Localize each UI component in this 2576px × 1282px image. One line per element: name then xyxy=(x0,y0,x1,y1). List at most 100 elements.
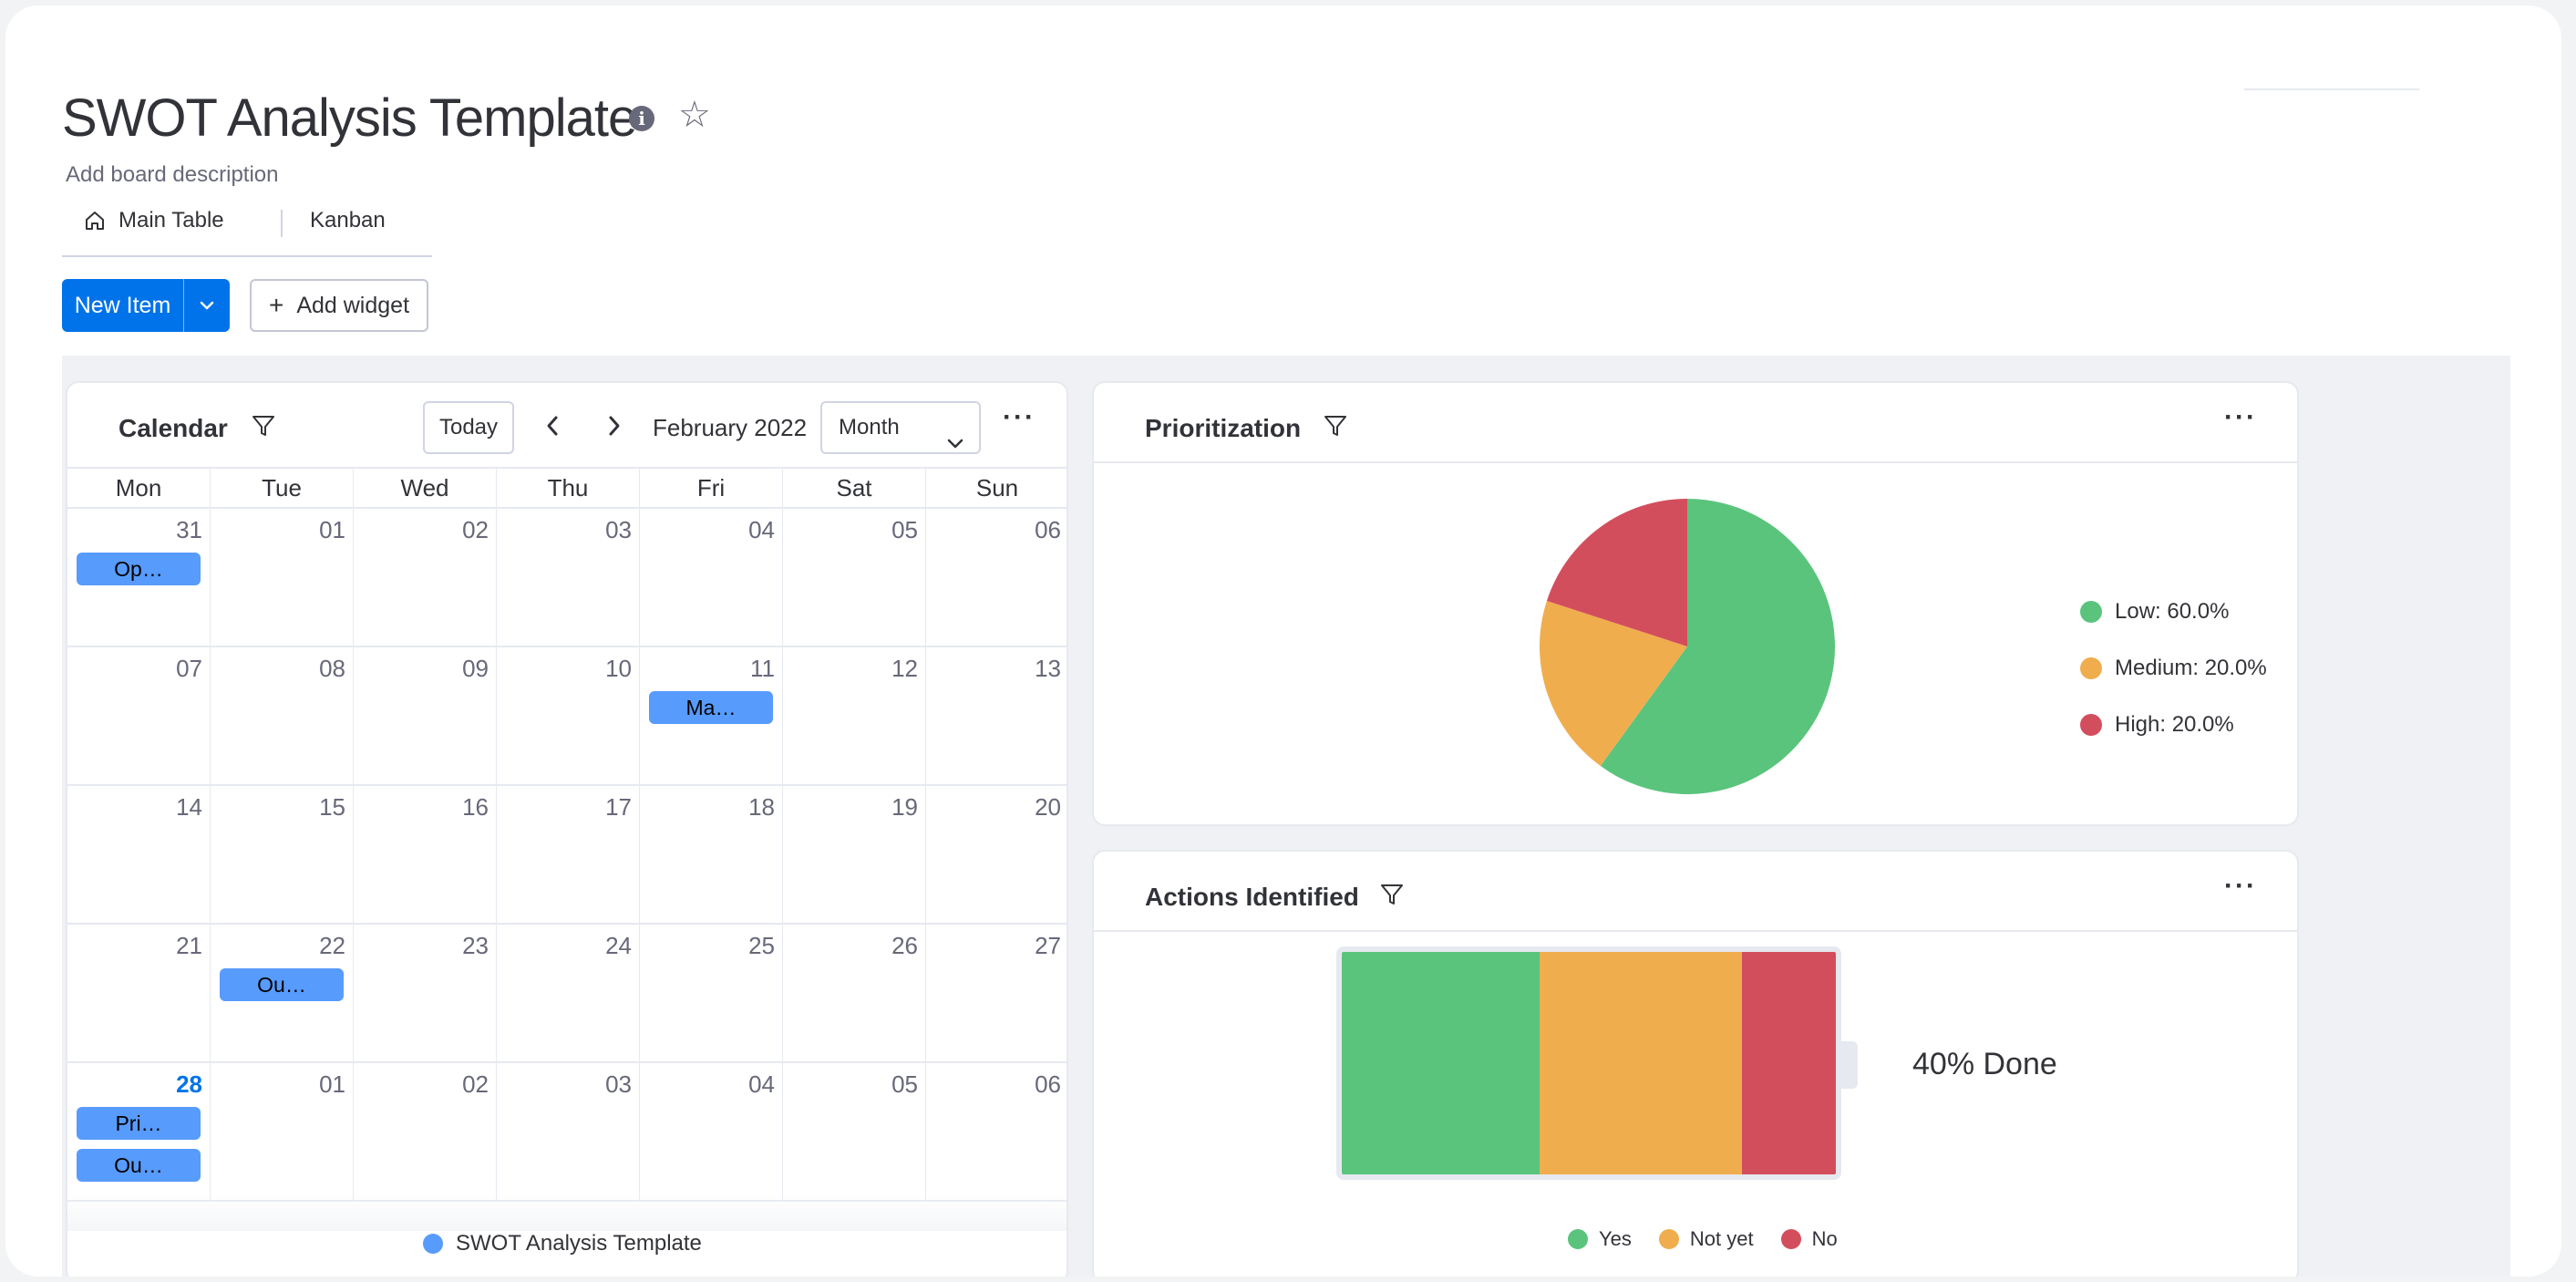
day-cell[interactable]: 19 xyxy=(783,786,926,923)
filter-icon[interactable] xyxy=(250,412,277,444)
legend-dot xyxy=(1568,1229,1588,1249)
day-cell[interactable]: 12 xyxy=(783,647,926,784)
legend-item[interactable]: Not yet xyxy=(1658,1227,1754,1251)
calendar-event[interactable]: Op… xyxy=(77,553,201,585)
battery-cap xyxy=(1841,1041,1858,1089)
legend-label: Not yet xyxy=(1689,1227,1754,1250)
legend-item[interactable]: Medium: 20.0% xyxy=(2080,640,2267,697)
legend-dot xyxy=(2080,657,2102,679)
tab-main-table[interactable]: Main Table xyxy=(84,208,224,233)
legend-dot xyxy=(1780,1229,1801,1249)
legend-item[interactable]: Low: 60.0% xyxy=(2080,584,2267,640)
more-options-icon[interactable]: ··· xyxy=(2224,871,2257,901)
day-cell[interactable]: 11 Ma… xyxy=(640,647,783,784)
day-cell[interactable]: 27 xyxy=(926,925,1066,1061)
tab-kanban[interactable]: Kanban xyxy=(310,208,386,233)
day-cell[interactable]: 05 xyxy=(783,509,926,646)
day-cell[interactable]: 25 xyxy=(640,925,783,1061)
add-widget-button[interactable]: + Add widget xyxy=(250,279,428,332)
legend-item[interactable]: No xyxy=(1780,1227,1838,1251)
day-cell[interactable]: 01 xyxy=(211,1063,354,1200)
day-number: 04 xyxy=(748,1070,775,1098)
day-cell[interactable]: 24 xyxy=(497,925,640,1061)
pie-chart xyxy=(1540,499,1835,794)
day-cell[interactable]: 20 xyxy=(926,786,1066,923)
pie-slice-medium[interactable] xyxy=(1540,600,1687,767)
day-number: 05 xyxy=(891,516,918,543)
view-mode-value: Month xyxy=(839,415,900,439)
chevron-right-icon[interactable] xyxy=(605,407,623,453)
calendar-widget: Calendar Today February 2022 Month ··· M… xyxy=(66,381,1068,1277)
calendar-week: 07 08 09 10 11 Ma… 12 13 xyxy=(67,647,1066,786)
day-number: 22 xyxy=(319,932,345,959)
day-cell[interactable]: 01 xyxy=(211,509,354,646)
weekday-label: Tue xyxy=(211,469,354,507)
more-options-icon[interactable]: ··· xyxy=(2224,402,2257,432)
home-icon xyxy=(84,211,106,231)
day-cell[interactable]: 26 xyxy=(783,925,926,1061)
weekday-label: Sun xyxy=(926,469,1066,507)
day-number: 25 xyxy=(748,932,775,959)
day-number: 27 xyxy=(1035,932,1061,959)
day-cell[interactable]: 04 xyxy=(640,1063,783,1200)
calendar-event[interactable]: Ou… xyxy=(77,1149,201,1182)
day-cell[interactable]: 23 xyxy=(354,925,497,1061)
day-cell[interactable]: 15 xyxy=(211,786,354,923)
day-number: 05 xyxy=(891,1070,918,1098)
day-cell[interactable]: 22 Ou… xyxy=(211,925,354,1061)
day-cell[interactable]: 13 xyxy=(926,647,1066,784)
pie-slice-high[interactable] xyxy=(1546,499,1687,646)
day-cell[interactable]: 14 xyxy=(67,786,211,923)
day-number: 21 xyxy=(176,932,202,959)
new-item-button[interactable]: New Item xyxy=(62,279,230,332)
calendar-event[interactable]: Ou… xyxy=(220,968,344,1001)
day-cell[interactable]: 07 xyxy=(67,647,211,784)
day-cell[interactable]: 03 xyxy=(497,509,640,646)
legend-item[interactable]: High: 20.0% xyxy=(2080,697,2267,753)
day-cell[interactable]: 28 Pri… Ou… xyxy=(67,1063,211,1200)
chevron-down-icon[interactable] xyxy=(184,279,230,332)
dashboard-window: SWOT Analysis Template i ☆ Add board des… xyxy=(5,5,2561,1277)
day-cell[interactable]: 03 xyxy=(497,1063,640,1200)
new-item-label[interactable]: New Item xyxy=(62,279,184,332)
chevron-left-icon[interactable] xyxy=(543,407,562,453)
day-cell[interactable]: 17 xyxy=(497,786,640,923)
info-icon[interactable]: i xyxy=(629,106,654,131)
weekday-label: Sat xyxy=(783,469,926,507)
calendar-event[interactable]: Pri… xyxy=(77,1107,201,1140)
legend-item[interactable]: Yes xyxy=(1568,1227,1632,1251)
day-cell[interactable]: 09 xyxy=(354,647,497,784)
day-number: 02 xyxy=(462,516,489,543)
day-number: 12 xyxy=(891,655,918,682)
calendar-event[interactable]: Ma… xyxy=(649,691,773,724)
day-cell[interactable]: 06 xyxy=(926,1063,1066,1200)
today-button[interactable]: Today xyxy=(423,401,514,454)
day-cell[interactable]: 08 xyxy=(211,647,354,784)
day-cell[interactable]: 02 xyxy=(354,509,497,646)
actions-title: Actions Identified xyxy=(1145,883,1359,911)
day-number: 01 xyxy=(319,1070,345,1098)
more-options-icon[interactable]: ··· xyxy=(1003,402,1036,432)
divider xyxy=(1094,461,2297,463)
day-cell[interactable]: 18 xyxy=(640,786,783,923)
day-cell[interactable]: 16 xyxy=(354,786,497,923)
battery-chart xyxy=(1336,946,1841,1180)
filter-icon[interactable] xyxy=(1322,412,1349,444)
star-icon[interactable]: ☆ xyxy=(678,95,711,135)
month-label: February 2022 xyxy=(653,414,808,441)
day-number: 01 xyxy=(319,516,345,543)
day-cell[interactable]: 04 xyxy=(640,509,783,646)
view-mode-select[interactable]: Month xyxy=(820,401,981,454)
day-cell[interactable]: 06 xyxy=(926,509,1066,646)
pie-slice-low[interactable] xyxy=(1600,499,1835,794)
filter-icon[interactable] xyxy=(1378,881,1406,913)
day-cell[interactable]: 31 Op… xyxy=(67,509,211,646)
board-description[interactable]: Add board description xyxy=(66,162,279,187)
day-cell[interactable]: 21 xyxy=(67,925,211,1061)
day-cell[interactable]: 10 xyxy=(497,647,640,784)
day-cell[interactable]: 05 xyxy=(783,1063,926,1200)
day-number: 16 xyxy=(462,793,489,821)
day-cell[interactable]: 02 xyxy=(354,1063,497,1200)
calendar-week: 28 Pri… Ou… 01 02 03 04 05 06 xyxy=(67,1063,1066,1202)
legend-dot xyxy=(2080,601,2102,623)
